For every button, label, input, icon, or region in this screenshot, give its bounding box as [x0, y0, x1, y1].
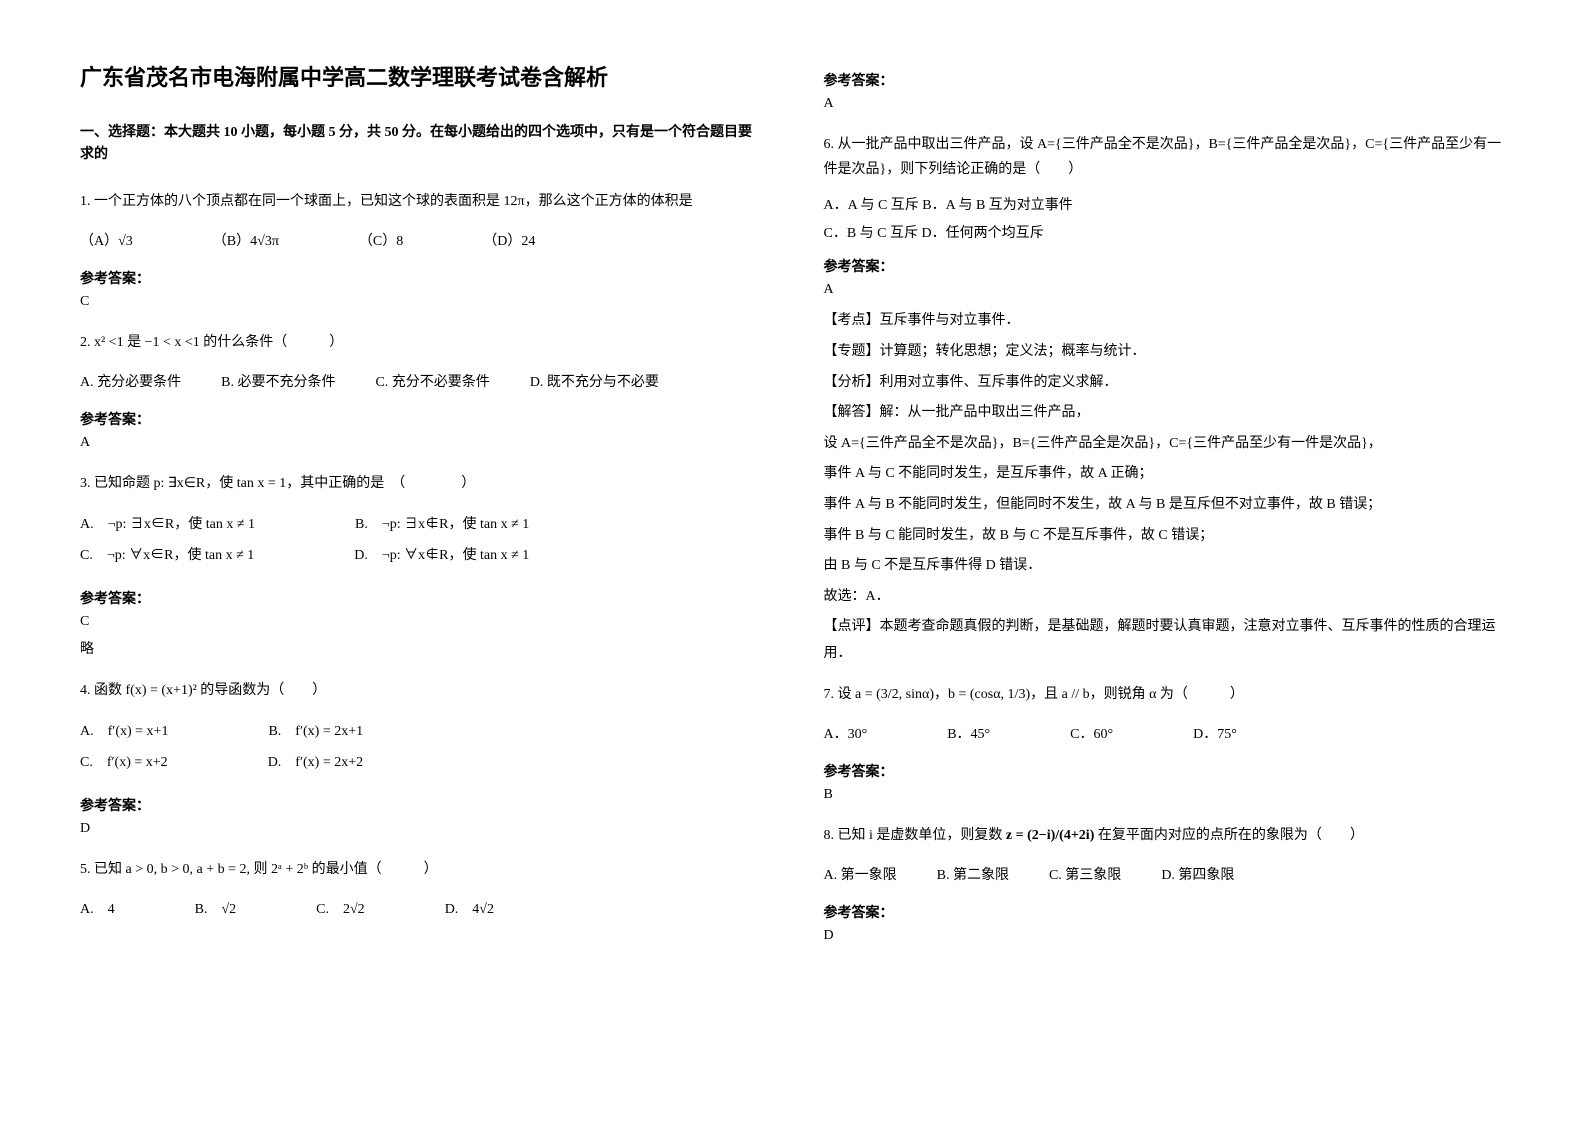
question-1-text: 1. 一个正方体的八个顶点都在同一个球面上，已知这个球的表面积是 12π，那么这… [80, 189, 764, 214]
q6-answer: A [824, 282, 1508, 298]
q7-option-b: B．45° [947, 723, 990, 743]
question-2-options: A. 充分必要条件 B. 必要不充分条件 C. 充分不必要条件 D. 既不充分与… [80, 371, 764, 391]
question-8-text: 8. 已知 i 是虚数单位，则复数 z = (2−i)/(4+2i) 在复平面内… [824, 823, 1508, 848]
question-4-options: A. f′(x) = x+1 B. f′(x) = 2x+1 C. f′(x) … [80, 717, 764, 779]
q7-option-d: D．75° [1193, 723, 1237, 743]
q1-option-d: （D）24 [483, 230, 535, 250]
q8-option-b: B. 第二象限 [937, 864, 1009, 884]
q7-option-a: A．30° [824, 723, 868, 743]
q3-answer: C [80, 614, 764, 630]
q4-answer: D [80, 821, 764, 837]
q6-analysis-1: 【考点】互斥事件与对立事件． [824, 308, 1508, 335]
q8-answer: D [824, 928, 1508, 944]
q6-answer-label: 参考答案： [824, 256, 1508, 276]
q5-option-b: B. √2 [195, 898, 237, 918]
q7-answer-label: 参考答案： [824, 761, 1508, 781]
q5-option-c: C. 2√2 [316, 898, 365, 918]
q6-analysis-10: 故选：A． [824, 584, 1508, 611]
q6-analysis-7: 事件 A 与 B 不能同时发生，但能同时不发生，故 A 与 B 是互斥但不对立事… [824, 492, 1508, 519]
question-5-text: 5. 已知 a > 0, b > 0, a + b = 2, 则 2ᵃ + 2ᵇ… [80, 857, 764, 882]
q6-option-a: A．A 与 C 互斥 [824, 198, 919, 213]
question-3-options: A. ¬p: ∃x∈R，使 tan x ≠ 1 B. ¬p: ∃x∉R，使 ta… [80, 510, 764, 572]
question-3-text: 3. 已知命题 p: ∃x∈R，使 tan x = 1，其中正确的是 （ ） [80, 471, 764, 496]
question-5-options: A. 4 B. √2 C. 2√2 D. 4√2 [80, 898, 764, 918]
q7-option-c: C．60° [1070, 723, 1113, 743]
q3-option-b: B. ¬p: ∃x∉R，使 tan x ≠ 1 [355, 510, 529, 541]
q8-text-suffix: 在复平面内对应的点所在的象限为（ ） [1098, 828, 1364, 843]
question-4-text: 4. 函数 f(x) = (x+1)² 的导函数为（ ） [80, 678, 764, 703]
q1-option-b: （B）4√3π [213, 230, 279, 250]
col2-answer-label-1: 参考答案： [824, 70, 1508, 90]
question-6-options-row1: A．A 与 C 互斥 B．A 与 B 互为对立事件 [824, 194, 1508, 214]
document-title: 广东省茂名市电海附属中学高二数学理联考试卷含解析 [80, 60, 764, 92]
q6-analysis-6: 事件 A 与 C 不能同时发生，是互斥事件，故 A 正确； [824, 461, 1508, 488]
q2-answer: A [80, 435, 764, 451]
q7-answer: B [824, 787, 1508, 803]
q3-note: 略 [80, 638, 764, 658]
question-7-options: A．30° B．45° C．60° D．75° [824, 723, 1508, 743]
q6-analysis-2: 【专题】计算题；转化思想；定义法；概率与统计． [824, 339, 1508, 366]
q6-analysis-5: 设 A={三件产品全不是次品}，B={三件产品全是次品}，C={三件产品至少有一… [824, 431, 1508, 458]
q2-option-d: D. 既不充分与不必要 [530, 371, 659, 391]
question-1-options: （A）√3 （B）4√3π （C）8 （D）24 [80, 230, 764, 250]
q5-option-a: A. 4 [80, 898, 115, 918]
q6-option-c: C．B 与 C 互斥 [824, 226, 919, 241]
q3-option-c: C. ¬p: ∀x∈R，使 tan x ≠ 1 [80, 541, 254, 572]
q8-option-d: D. 第四象限 [1161, 864, 1234, 884]
q8-option-a: A. 第一象限 [824, 864, 897, 884]
q1-option-a: （A）√3 [80, 230, 133, 250]
q1-answer: C [80, 294, 764, 310]
q3-answer-label: 参考答案： [80, 588, 764, 608]
q4-option-d: D. f′(x) = 2x+2 [268, 748, 363, 779]
question-8-options: A. 第一象限 B. 第二象限 C. 第三象限 D. 第四象限 [824, 864, 1508, 884]
section-header: 一、选择题：本大题共 10 小题，每小题 5 分，共 50 分。在每小题给出的四… [80, 122, 764, 167]
q2-option-c: C. 充分不必要条件 [375, 371, 489, 391]
q5-option-d: D. 4√2 [445, 898, 494, 918]
q1-answer-label: 参考答案： [80, 268, 764, 288]
q6-analysis-3: 【分析】利用对立事件、互斥事件的定义求解． [824, 370, 1508, 397]
q2-option-a: A. 充分必要条件 [80, 371, 181, 391]
q8-formula: z = (2−i)/(4+2i) [1006, 828, 1094, 843]
q4-option-c: C. f′(x) = x+2 [80, 748, 168, 779]
left-column: 广东省茂名市电海附属中学高二数学理联考试卷含解析 一、选择题：本大题共 10 小… [80, 60, 764, 1062]
q8-option-c: C. 第三象限 [1049, 864, 1121, 884]
question-2-text: 2. x² <1 是 −1 < x <1 的什么条件（ ） [80, 330, 764, 355]
q6-analysis-4: 【解答】解：从一批产品中取出三件产品， [824, 400, 1508, 427]
q6-option-d: D．任何两个均互斥 [922, 226, 1044, 241]
q6-analysis-8: 事件 B 与 C 能同时发生，故 B 与 C 不是互斥事件，故 C 错误； [824, 523, 1508, 550]
question-6-text: 6. 从一批产品中取出三件产品，设 A={三件产品全不是次品}，B={三件产品全… [824, 132, 1508, 182]
q6-option-b: B．A 与 B 互为对立事件 [922, 198, 1073, 213]
col2-answer-1: A [824, 96, 1508, 112]
q2-answer-label: 参考答案： [80, 409, 764, 429]
q6-analysis-11: 【点评】本题考查命题真假的判断，是基础题，解题时要认真审题，注意对立事件、互斥事… [824, 614, 1508, 667]
q3-option-d: D. ¬p: ∀x∉R，使 tan x ≠ 1 [354, 541, 529, 572]
q2-option-b: B. 必要不充分条件 [221, 371, 335, 391]
q4-answer-label: 参考答案： [80, 795, 764, 815]
right-column: 参考答案： A 6. 从一批产品中取出三件产品，设 A={三件产品全不是次品}，… [824, 60, 1508, 1062]
q6-analysis-9: 由 B 与 C 不是互斥事件得 D 错误． [824, 553, 1508, 580]
question-7-text: 7. 设 a = (3/2, sinα)，b = (cosα, 1/3)，且 a… [824, 682, 1508, 707]
q4-option-a: A. f′(x) = x+1 [80, 717, 168, 748]
q4-option-b: B. f′(x) = 2x+1 [268, 717, 363, 748]
q3-option-a: A. ¬p: ∃x∈R，使 tan x ≠ 1 [80, 510, 255, 541]
q1-option-c: （C）8 [359, 230, 403, 250]
q8-text-prefix: 8. 已知 i 是虚数单位，则复数 [824, 828, 1003, 843]
question-6-options-row2: C．B 与 C 互斥 D．任何两个均互斥 [824, 222, 1508, 242]
q8-answer-label: 参考答案： [824, 902, 1508, 922]
